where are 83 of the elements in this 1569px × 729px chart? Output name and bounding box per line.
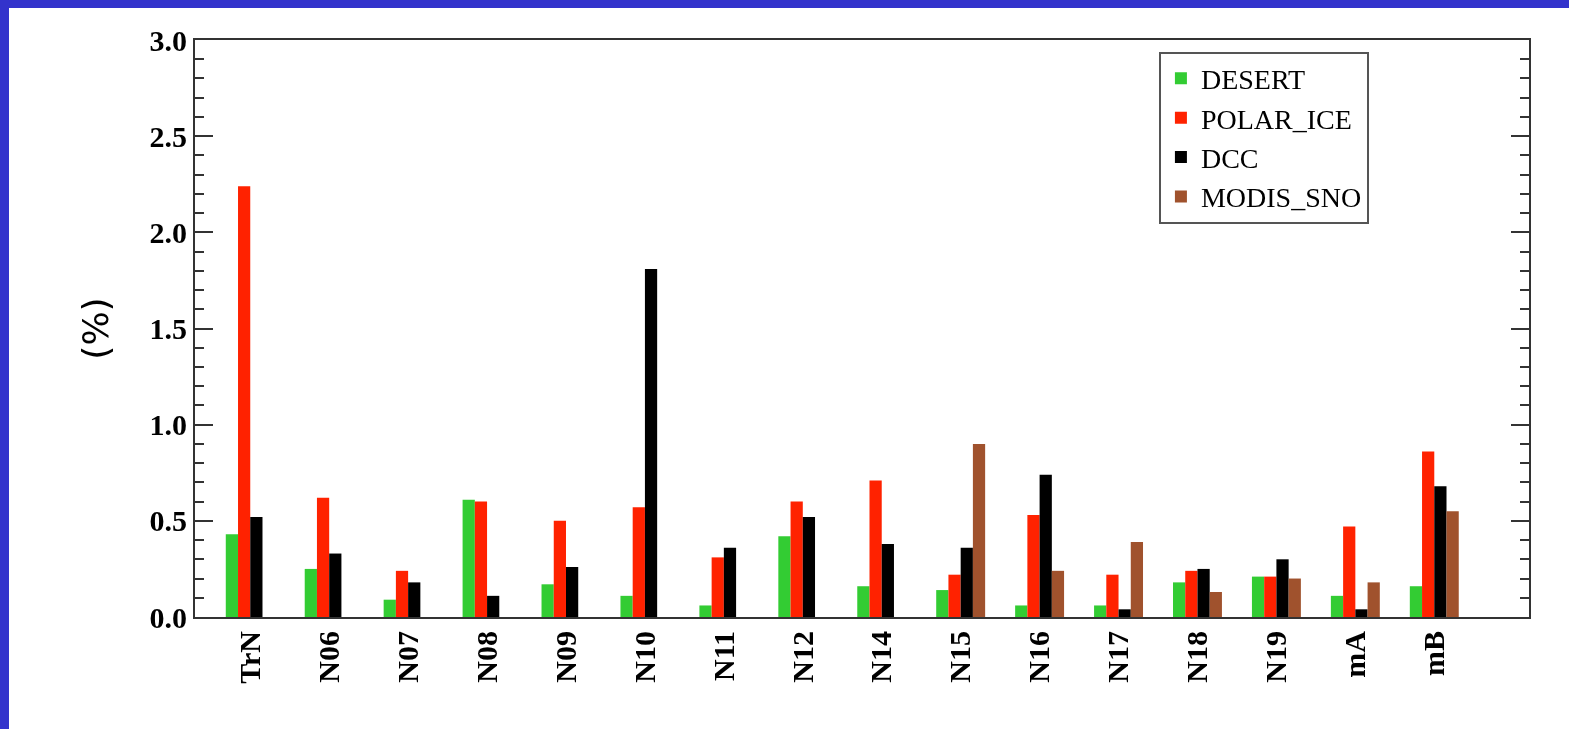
x-tick-label: N06 bbox=[311, 631, 345, 683]
bar bbox=[711, 557, 724, 617]
legend-label: DCC bbox=[1200, 142, 1259, 174]
bar bbox=[1106, 574, 1119, 617]
x-tick-label: mB bbox=[1417, 631, 1451, 676]
bar bbox=[1130, 541, 1144, 617]
bar bbox=[553, 520, 566, 617]
bar bbox=[699, 605, 712, 617]
bar bbox=[541, 584, 554, 617]
bar bbox=[383, 599, 396, 617]
legend-label: POLAR_ICE bbox=[1200, 103, 1352, 135]
bar bbox=[250, 516, 263, 617]
bar bbox=[1446, 511, 1459, 617]
bar bbox=[881, 543, 894, 617]
bar bbox=[1173, 582, 1186, 617]
bar bbox=[1367, 582, 1380, 617]
x-tick-label: N18 bbox=[1180, 631, 1214, 683]
bar bbox=[1051, 570, 1065, 617]
bar bbox=[462, 499, 475, 617]
x-tick-label: N11 bbox=[706, 631, 740, 682]
bar bbox=[1422, 451, 1435, 617]
bar bbox=[304, 568, 317, 617]
bar bbox=[1434, 486, 1447, 617]
x-tick-label: N15 bbox=[943, 631, 977, 683]
x-tick-label: N19 bbox=[1259, 631, 1293, 683]
bar bbox=[408, 582, 421, 617]
x-tick-label: N16 bbox=[1022, 631, 1056, 683]
bar bbox=[723, 547, 737, 617]
bar bbox=[790, 501, 803, 617]
bar bbox=[1039, 474, 1052, 617]
bar bbox=[644, 268, 658, 617]
bar bbox=[1251, 576, 1265, 617]
bar bbox=[225, 534, 239, 617]
bar bbox=[1015, 605, 1028, 617]
bar bbox=[1185, 570, 1198, 617]
bar bbox=[948, 574, 961, 617]
x-tick-label: N09 bbox=[548, 631, 582, 683]
bar bbox=[1409, 586, 1423, 617]
bar bbox=[1209, 592, 1222, 617]
bar bbox=[1094, 605, 1107, 617]
bar bbox=[972, 443, 986, 617]
y-tick-label: 0.0 bbox=[149, 600, 187, 634]
bar bbox=[316, 497, 330, 617]
bar bbox=[802, 516, 816, 617]
bar bbox=[1276, 559, 1289, 617]
x-tick-label: TrN bbox=[233, 630, 266, 684]
y-tick-label: 2.0 bbox=[149, 215, 187, 249]
bar bbox=[778, 536, 791, 617]
y-tick-label: 1.0 bbox=[149, 408, 187, 442]
x-tick-label: N14 bbox=[864, 631, 898, 683]
bar bbox=[1330, 595, 1344, 617]
bar bbox=[960, 547, 973, 617]
bar bbox=[565, 566, 579, 617]
x-tick-label: N17 bbox=[1101, 631, 1135, 683]
bar bbox=[395, 570, 409, 617]
y-tick-label: 1.5 bbox=[149, 312, 187, 345]
legend-label: DESERT bbox=[1200, 64, 1306, 96]
bar bbox=[1355, 609, 1368, 617]
bar bbox=[238, 186, 251, 617]
bar bbox=[869, 480, 882, 617]
bar bbox=[1264, 576, 1277, 617]
bar bbox=[1118, 609, 1131, 617]
bar bbox=[632, 507, 645, 617]
x-tick-label: N07 bbox=[390, 631, 424, 683]
bar bbox=[474, 501, 488, 617]
bar bbox=[857, 586, 870, 617]
y-tick-label: 0.5 bbox=[149, 504, 187, 538]
x-tick-label: N12 bbox=[785, 631, 819, 683]
x-tick-label: N10 bbox=[627, 631, 661, 683]
bar bbox=[1197, 568, 1210, 617]
y-axis-title: (%) bbox=[74, 297, 116, 360]
bar bbox=[1288, 578, 1301, 617]
bar bbox=[620, 595, 633, 617]
bar bbox=[1343, 526, 1356, 617]
bar bbox=[487, 595, 500, 617]
y-tick-label: 2.5 bbox=[149, 119, 187, 153]
bar bbox=[936, 590, 949, 617]
x-tick-label: mA bbox=[1338, 630, 1372, 678]
y-tick-label: 3.0 bbox=[149, 23, 187, 57]
bar bbox=[329, 553, 342, 617]
legend-label: MODIS_SNO bbox=[1200, 182, 1362, 214]
x-tick-label: N08 bbox=[469, 631, 503, 683]
bar bbox=[1027, 515, 1040, 617]
